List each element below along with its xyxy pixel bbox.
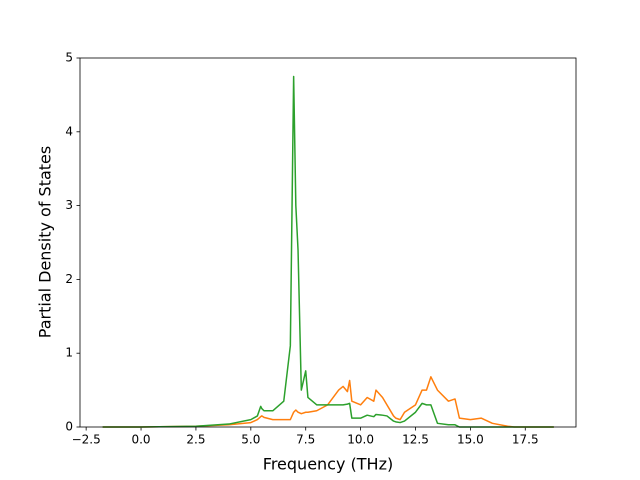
- x-tick-label: 12.5: [402, 433, 429, 447]
- y-tick-label: 3: [65, 198, 73, 212]
- y-tick-label: 1: [65, 346, 73, 360]
- x-tick-label: 15.0: [457, 433, 484, 447]
- x-tick-label: 10.0: [347, 433, 374, 447]
- x-axis-label: Frequency (THz): [263, 455, 393, 474]
- y-tick-label: 5: [65, 51, 73, 65]
- y-tick-label: 0: [65, 420, 73, 434]
- x-tick-label: 2.5: [186, 433, 205, 447]
- x-tick-label: 5.0: [241, 433, 260, 447]
- x-tick-label: 17.5: [512, 433, 539, 447]
- x-tick-label: −2.5: [72, 433, 101, 447]
- y-axis-label: Partial Density of States: [36, 146, 55, 338]
- x-tick-label: 0.0: [131, 433, 150, 447]
- y-tick-label: 2: [65, 272, 73, 286]
- plot-frame: [79, 57, 577, 428]
- series-line: [102, 376, 554, 428]
- y-tick-label: 4: [65, 124, 73, 138]
- x-tick-label: 7.5: [296, 433, 315, 447]
- series-line: [102, 75, 554, 428]
